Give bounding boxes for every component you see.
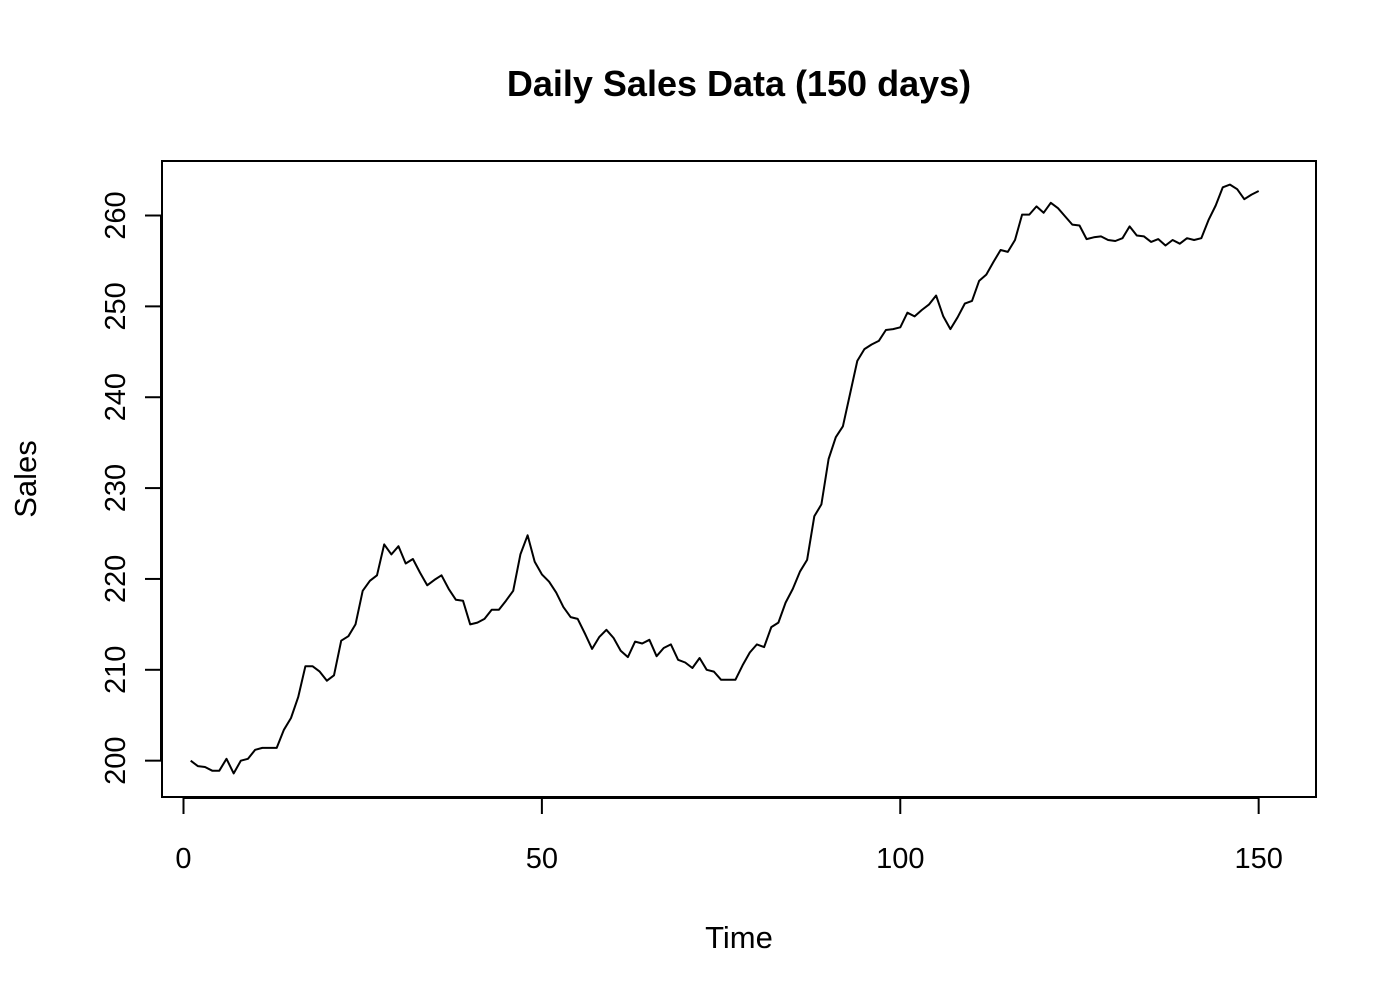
x-tick-label: 150 [1234, 843, 1282, 875]
x-tick-label: 0 [175, 843, 191, 875]
x-tick-label: 50 [526, 843, 558, 875]
y-tick-label: 250 [100, 282, 132, 330]
y-tick-label: 240 [100, 373, 132, 421]
y-tick-label: 230 [100, 464, 132, 512]
y-tick-label: 260 [100, 191, 132, 239]
chart-title: Daily Sales Data (150 days) [507, 63, 971, 104]
x-axis-label: Time [705, 920, 773, 955]
sales-series-line [190, 183, 1260, 775]
y-tick-label: 210 [100, 646, 132, 694]
x-tick-label: 100 [876, 843, 924, 875]
y-tick-label: 220 [100, 555, 132, 603]
x-axis: 0 50 100 150 [175, 797, 1283, 875]
plot-frame [161, 160, 1317, 798]
y-axis: 200 210 220 230 240 250 260 [100, 191, 162, 785]
y-tick-label: 200 [100, 736, 132, 784]
y-axis-label: Sales [8, 440, 43, 518]
